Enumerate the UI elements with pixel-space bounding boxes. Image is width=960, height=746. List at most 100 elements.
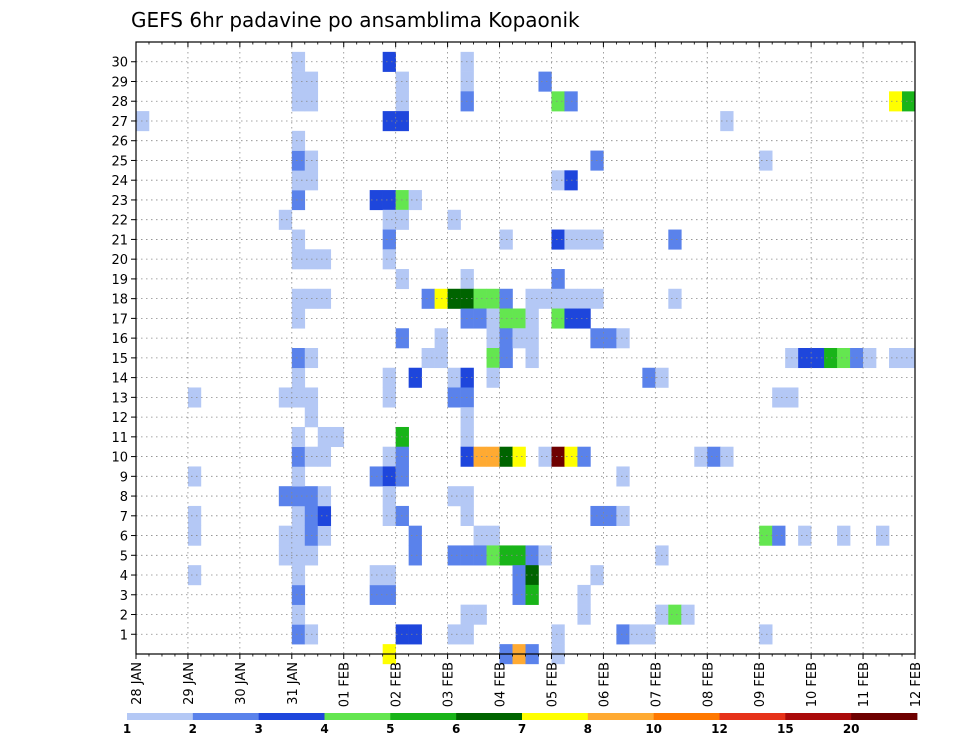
- heatmap-cell: [447, 624, 461, 645]
- heatmap-cell: [577, 604, 591, 625]
- heatmap-cell: [382, 584, 396, 605]
- heatmap-cell: [486, 348, 500, 369]
- y-tick-label: 18: [111, 293, 128, 308]
- colorbar-swatch: [192, 713, 260, 720]
- heatmap-cell: [577, 584, 591, 605]
- y-tick-label: 13: [111, 391, 128, 406]
- heatmap-cell: [291, 565, 306, 586]
- colorbar-label: 5: [386, 722, 394, 736]
- x-tick-label: 07 FEB: [649, 662, 664, 707]
- colorbar-swatch: [719, 713, 786, 720]
- heatmap-cell: [291, 387, 306, 408]
- heatmap-cell: [473, 308, 487, 329]
- heatmap-cell: [291, 229, 306, 250]
- heatmap-cell: [486, 288, 500, 309]
- heatmap-cell: [512, 565, 526, 586]
- heatmap-cell: [512, 328, 526, 349]
- x-tick-label: 06 FEB: [597, 662, 612, 707]
- heatmap-cell: [317, 525, 332, 546]
- heatmap-cell: [551, 269, 565, 290]
- x-tick-label: 05 FEB: [545, 662, 560, 707]
- heatmap-cell: [551, 170, 565, 191]
- heatmap-cell: [291, 308, 306, 329]
- heatmap-cell: [447, 209, 461, 230]
- heatmap-cell: [772, 387, 786, 408]
- colorbar: 1 2 3 4 5 6 7 8 10 12 15 20: [123, 713, 918, 736]
- heatmap-cell: [616, 466, 630, 487]
- y-tick-label: 14: [111, 372, 128, 387]
- heatmap-cell: [291, 604, 306, 625]
- heatmap-cell: [577, 308, 591, 329]
- heatmap-cell: [187, 565, 202, 586]
- colorbar-label: 7: [518, 722, 526, 736]
- heatmap-cell: [707, 446, 721, 467]
- y-tick-label: 23: [111, 194, 128, 209]
- heatmap-cell: [642, 624, 656, 645]
- heatmap-cell: [473, 446, 487, 467]
- heatmap-cell: [902, 348, 916, 369]
- heatmap-cell: [291, 130, 306, 151]
- heatmap-cell: [512, 545, 526, 566]
- heatmap-cell: [278, 525, 293, 546]
- heatmap-cell: [811, 348, 825, 369]
- heatmap-cell: [291, 51, 306, 72]
- colorbar-label: 12: [711, 722, 728, 736]
- y-tick-label: 15: [111, 352, 128, 367]
- y-axis-ticks: 1234567891011121314151617181920212223242…: [111, 56, 136, 643]
- y-tick-label: 5: [120, 549, 128, 564]
- x-tick-label: 03 FEB: [442, 662, 457, 707]
- heatmap-cell: [408, 367, 422, 388]
- heatmap-cell: [551, 288, 565, 309]
- colorbar-swatch: [324, 713, 391, 720]
- heatmap-cell: [473, 604, 487, 625]
- colorbar-swatch: [390, 713, 457, 720]
- x-tick-label: 12 FEB: [909, 662, 924, 707]
- heatmap-cell: [616, 624, 630, 645]
- x-tick-label: 02 FEB: [390, 662, 405, 707]
- heatmap-cell: [447, 486, 461, 507]
- heatmap-cell: [382, 565, 396, 586]
- heatmap-cell: [382, 466, 396, 487]
- heatmap-cell: [317, 249, 332, 270]
- heatmap-cell: [603, 328, 617, 349]
- colorbar-label: 2: [189, 722, 197, 736]
- heatmap-cell: [668, 604, 682, 625]
- heatmap-cell: [668, 288, 682, 309]
- x-tick-label: 11 FEB: [857, 662, 872, 707]
- y-tick-label: 10: [111, 451, 128, 466]
- y-tick-label: 8: [120, 490, 128, 505]
- heatmap-cell: [486, 446, 500, 467]
- heatmap-cell: [551, 308, 565, 329]
- heatmap-cell: [538, 545, 552, 566]
- heatmap-cell: [187, 466, 202, 487]
- heatmap-cell: [382, 486, 396, 507]
- chart-title: GEFS 6hr padavine po ansamblima Kopaonik: [131, 8, 580, 32]
- y-tick-label: 27: [111, 115, 128, 130]
- heatmap-cell: [291, 525, 306, 546]
- heatmap-cells: [136, 51, 916, 665]
- y-tick-label: 21: [111, 233, 128, 248]
- heatmap-cell: [759, 624, 773, 645]
- y-tick-label: 7: [120, 510, 128, 525]
- heatmap-cell: [512, 584, 526, 605]
- heatmap-cell: [291, 288, 306, 309]
- heatmap-cell: [187, 505, 202, 526]
- x-tick-label: 29 JAN: [182, 662, 197, 705]
- heatmap-cell: [551, 229, 565, 250]
- heatmap-cell: [382, 190, 396, 211]
- heatmap-cell: [863, 348, 877, 369]
- y-tick-label: 19: [111, 273, 128, 288]
- x-tick-label: 31 JAN: [286, 662, 301, 705]
- heatmap-cell: [291, 505, 306, 526]
- colorbar-label: 15: [777, 722, 794, 736]
- heatmap-cell: [889, 91, 903, 112]
- heatmap-cell: [512, 308, 526, 329]
- heatmap-cell: [551, 446, 565, 467]
- heatmap-cell: [278, 486, 293, 507]
- heatmap-cell: [577, 446, 591, 467]
- y-tick-label: 2: [120, 609, 128, 624]
- colorbar-swatch: [127, 713, 194, 720]
- heatmap-cell: [291, 426, 306, 448]
- heatmap-cell: [798, 525, 812, 546]
- heatmap-cell: [772, 525, 786, 546]
